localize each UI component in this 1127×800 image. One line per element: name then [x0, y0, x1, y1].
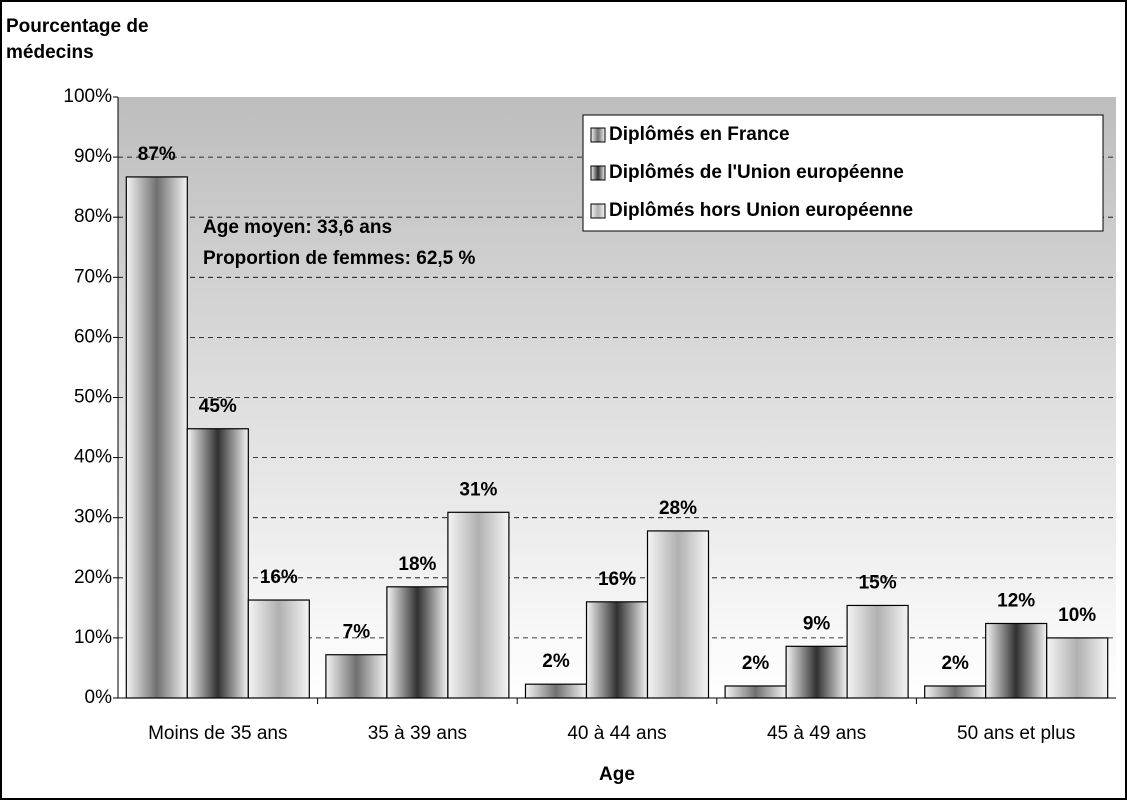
- y-tick-label: 60%: [74, 326, 112, 347]
- bar: [325, 654, 388, 699]
- annotation: Age moyen: 33,6 ans: [203, 217, 392, 238]
- value-label: 31%: [459, 479, 497, 500]
- y-tick-label: 90%: [74, 146, 112, 167]
- value-label: 2%: [941, 653, 969, 674]
- x-tick-label: 35 à 39 ans: [368, 723, 467, 744]
- y-tick-label: 0%: [85, 687, 113, 708]
- value-label: 15%: [859, 572, 897, 593]
- bar: [724, 685, 787, 699]
- legend-swatch: [590, 127, 606, 143]
- x-tick-label: 40 à 44 ans: [567, 723, 666, 744]
- bar: [447, 511, 510, 699]
- bar: [785, 645, 848, 699]
- legend-swatch: [590, 165, 606, 181]
- y-tick-label: 10%: [74, 627, 112, 648]
- value-label: 2%: [742, 653, 770, 674]
- x-axis-label: Age: [599, 764, 635, 785]
- value-label: 18%: [398, 554, 436, 575]
- y-tick-label: 80%: [74, 206, 112, 227]
- y-tick-label: 20%: [74, 567, 112, 588]
- legend-swatch: [590, 203, 606, 219]
- y-tick-label: 70%: [74, 266, 112, 287]
- value-label: 87%: [138, 144, 176, 165]
- y-tick-label: 50%: [74, 387, 112, 408]
- y-tick-label: 30%: [74, 507, 112, 528]
- bar: [186, 428, 249, 699]
- value-label: 10%: [1058, 605, 1096, 626]
- bar: [846, 604, 909, 699]
- value-label: 45%: [199, 396, 237, 417]
- value-label: 16%: [598, 569, 636, 590]
- x-tick-label: Moins de 35 ans: [148, 723, 287, 744]
- value-label: 16%: [260, 567, 298, 588]
- bar: [646, 530, 710, 699]
- bar: [386, 586, 449, 699]
- legend: [582, 114, 1104, 232]
- value-label: 28%: [659, 498, 697, 519]
- value-label: 9%: [803, 613, 831, 634]
- annotation: Proportion de femmes: 62,5 %: [203, 248, 476, 269]
- legend-label: Diplômés de l'Union européenne: [609, 162, 904, 183]
- bar: [247, 599, 310, 699]
- y-tick-label: 40%: [74, 447, 112, 468]
- bar: [125, 176, 188, 699]
- bar: [1046, 637, 1109, 699]
- value-label: 12%: [997, 590, 1035, 611]
- bar: [524, 683, 588, 699]
- y-label-box: Pourcentage de médecins: [6, 16, 149, 63]
- x-tick-label: 45 à 49 ans: [767, 723, 866, 744]
- bar: [924, 685, 987, 699]
- value-label: 7%: [343, 622, 371, 643]
- bar: [985, 622, 1048, 699]
- y-axis-label: Pourcentage de médecins: [6, 16, 149, 63]
- legend-label: Diplômés hors Union européenne: [609, 200, 913, 221]
- bar: [585, 601, 649, 699]
- value-label: 2%: [542, 651, 570, 672]
- x-tick-label: 50 ans et plus: [957, 723, 1075, 744]
- y-tick-label: 100%: [63, 86, 112, 107]
- legend-label: Diplômés en France: [609, 124, 790, 145]
